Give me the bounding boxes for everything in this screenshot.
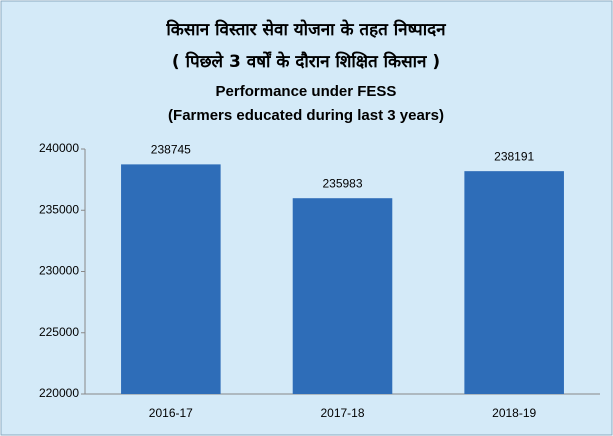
y-tick-label: 230000 bbox=[39, 264, 79, 278]
x-tick-label: 2018-19 bbox=[492, 406, 536, 420]
chart-title: किसान विस्तार सेवा योजना के तहत निष्पादन bbox=[165, 19, 446, 40]
y-tick-label: 235000 bbox=[39, 202, 79, 216]
chart-title: ( पिछले 3 वर्षों के दौरान शिक्षित किसान … bbox=[172, 51, 440, 72]
data-label: 238191 bbox=[494, 149, 534, 163]
chart-title: (Farmers educated during last 3 years) bbox=[168, 107, 444, 124]
x-tick-label: 2017-18 bbox=[320, 406, 364, 420]
y-tick-label: 220000 bbox=[39, 386, 79, 400]
y-tick-label: 225000 bbox=[39, 325, 79, 339]
bar bbox=[464, 171, 564, 394]
y-tick-label: 240000 bbox=[39, 141, 79, 155]
data-label: 235983 bbox=[322, 176, 362, 190]
x-tick-label: 2016-17 bbox=[149, 406, 193, 420]
chart-title: Performance under FESS bbox=[216, 83, 397, 100]
bar bbox=[292, 198, 393, 394]
bar bbox=[121, 164, 221, 394]
data-label: 238745 bbox=[151, 143, 191, 157]
